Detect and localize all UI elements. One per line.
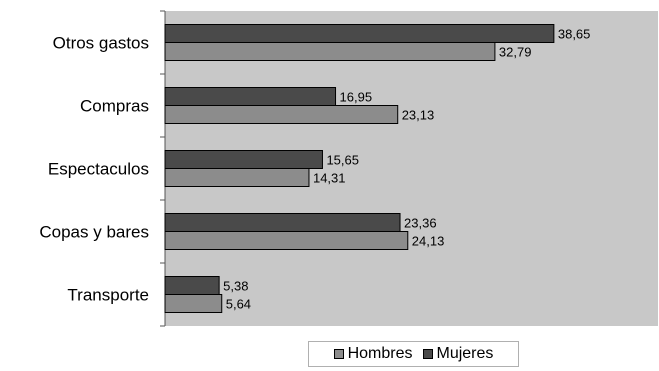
data-label-mujeres: 23,36 <box>404 216 437 231</box>
legend-label-mujeres: Mujeres <box>436 345 494 362</box>
y-axis-ticks <box>160 10 165 327</box>
data-label-hombres: 23,13 <box>402 108 435 123</box>
bar-hombres <box>164 105 399 124</box>
bar-hombres <box>164 294 223 313</box>
category-label: Compras <box>80 97 149 116</box>
legend: Hombres Mujeres <box>308 341 519 367</box>
bars-group: Otros gastos 38,65 32,79 Compras 16,95 23,13 E… <box>39 24 591 313</box>
category-label: Otros gastos <box>53 34 149 53</box>
data-label-hombres: 14,31 <box>313 171 346 186</box>
data-label-mujeres: 16,95 <box>340 90 373 105</box>
legend-label-hombres: Hombres <box>347 345 413 362</box>
bar-hombres <box>164 231 409 250</box>
bar-mujeres <box>164 87 337 106</box>
data-label-hombres: 5,64 <box>226 297 251 312</box>
bar-hombres <box>164 168 310 187</box>
category-label: Copas y bares <box>39 223 149 242</box>
legend-item-mujeres: Mujeres <box>422 345 494 363</box>
data-label-hombres: 24,13 <box>412 234 445 249</box>
mujeres-swatch <box>422 349 433 359</box>
data-label-hombres: 32,79 <box>499 45 532 60</box>
bar-hombres <box>164 42 496 61</box>
bar-mujeres <box>164 24 555 43</box>
data-label-mujeres: 5,38 <box>223 279 248 294</box>
category-label: Transporte <box>67 286 149 305</box>
data-label-mujeres: 38,65 <box>558 27 591 42</box>
bar-mujeres <box>164 213 401 232</box>
category-label: Espectaculos <box>48 160 149 179</box>
bar-mujeres <box>164 150 323 169</box>
bar-mujeres <box>164 276 220 295</box>
legend-item-hombres: Hombres <box>333 345 413 363</box>
data-label-mujeres: 15,65 <box>326 153 359 168</box>
hombres-swatch <box>333 349 344 359</box>
